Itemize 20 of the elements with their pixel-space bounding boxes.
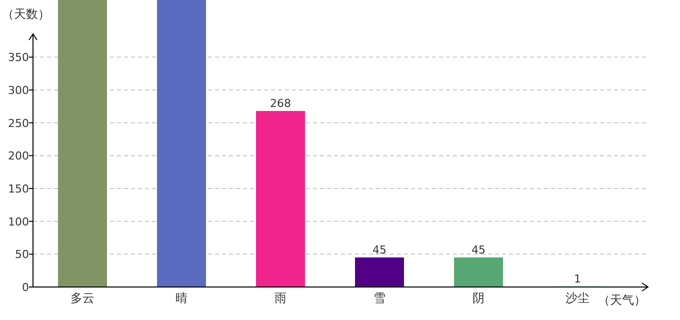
- y-tick-label: 150: [8, 182, 29, 196]
- y-tick-label: 300: [8, 84, 29, 97]
- data-label: 268: [270, 96, 291, 110]
- y-tick-label: 50: [15, 248, 29, 262]
- x-tick-label: 沙尘: [566, 291, 590, 305]
- x-tick-label: 晴: [176, 291, 188, 305]
- y-axis-title: （天数）: [2, 7, 50, 21]
- x-tick-label: 阴: [472, 291, 484, 305]
- y-tick-label: 200: [8, 150, 29, 163]
- y-tick-label: 250: [8, 116, 29, 130]
- data-label: 45: [472, 243, 486, 256]
- data-label: 45: [372, 243, 386, 256]
- y-tick-label: 350: [8, 51, 29, 64]
- y-tick-label: 0: [22, 281, 29, 294]
- x-tick-label: 雨: [274, 291, 286, 305]
- data-label: 1: [574, 272, 581, 286]
- x-tick-label: 雪: [374, 291, 386, 305]
- x-tick-label: 多云: [70, 291, 94, 305]
- y-tick-label: 100: [8, 215, 29, 228]
- x-axis-title: （天气）: [598, 293, 646, 307]
